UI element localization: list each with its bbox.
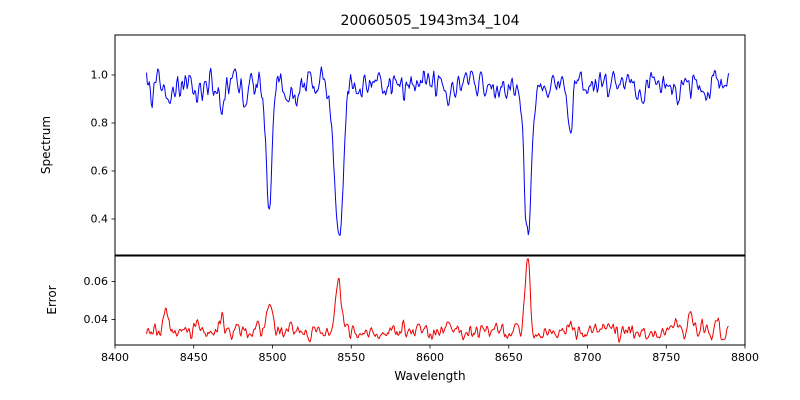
y-axis-label-error: Error xyxy=(45,285,59,315)
spectrum-line xyxy=(146,66,730,236)
x-tick-label: 8800 xyxy=(731,351,759,364)
y-tick-label: 0.04 xyxy=(84,313,109,326)
x-tick-label: 8700 xyxy=(574,351,602,364)
x-tick-label: 8750 xyxy=(652,351,680,364)
y-axis-label-spectrum: Spectrum xyxy=(39,115,53,175)
chart-title: 20060505_1943m34_104 xyxy=(340,13,520,29)
y-tick-label: 0.06 xyxy=(84,275,109,288)
x-tick-label: 8450 xyxy=(180,351,208,364)
y-tick-label: 0.8 xyxy=(91,117,109,130)
x-axis-label: Wavelength xyxy=(394,369,466,383)
error-line xyxy=(146,258,729,343)
y-tick-label: 0.4 xyxy=(91,213,109,226)
x-tick-label: 8550 xyxy=(337,351,365,364)
x-tick-label: 8500 xyxy=(259,351,287,364)
y-tick-label: 1.0 xyxy=(91,69,109,82)
x-tick-label: 8650 xyxy=(495,351,523,364)
x-tick-label: 8600 xyxy=(416,351,444,364)
x-tick-label: 8400 xyxy=(101,351,129,364)
spectrum-axes-border xyxy=(114,34,746,256)
y-tick-label: 0.6 xyxy=(91,165,109,178)
